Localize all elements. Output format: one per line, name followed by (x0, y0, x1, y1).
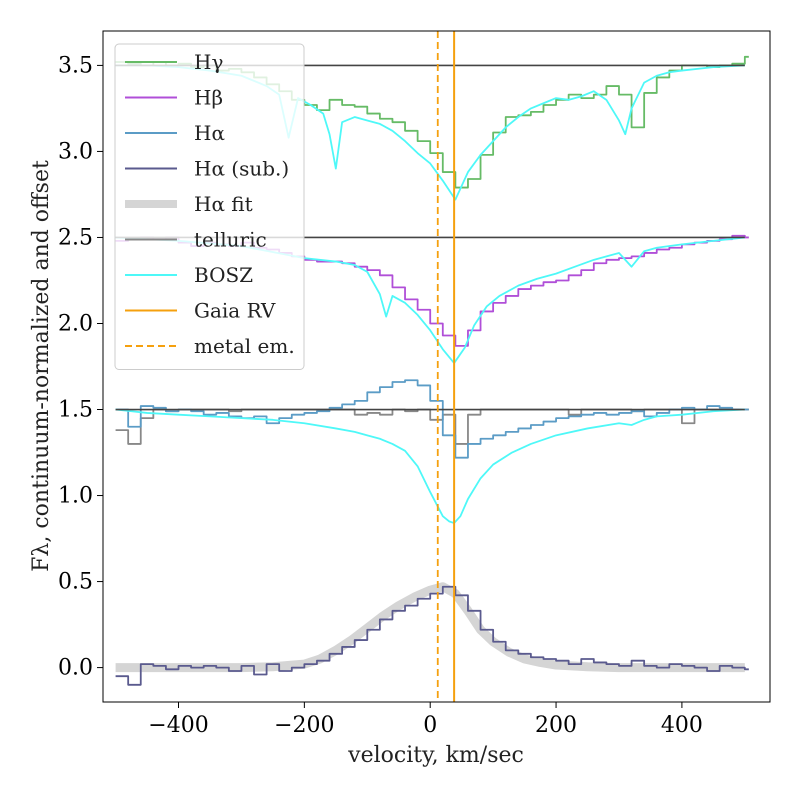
legend-label-6: BOSZ (194, 263, 253, 287)
legend-box (114, 43, 305, 370)
legend-label-7: Gaia RV (194, 299, 276, 323)
y-tick-label: 0.5 (58, 570, 93, 595)
y-tick-label: 1.5 (58, 398, 93, 423)
x-tick-label: 400 (661, 713, 703, 738)
series-bosz-8 (115, 408, 745, 524)
axis-ticks: −400 −200 0 200 400 0.0 0.5 1.0 1.5 2.0 2.5 3.0 3.5 (58, 53, 703, 738)
series-halpha_sub-3 (115, 585, 749, 686)
y-tick-label: 2.5 (58, 225, 93, 250)
legend-label-4: Hα fit (194, 192, 253, 216)
x-axis-label: velocity, km/sec (347, 743, 524, 768)
legend-label-3: Hα (sub.) (194, 157, 289, 181)
series-bosz-7 (115, 236, 745, 364)
y-tick-label: 1.0 (58, 484, 93, 509)
x-tick-label: −400 (148, 713, 208, 738)
legend-label-8: metal em. (194, 334, 295, 358)
y-axis-label: Fλ, continuum-normalized and offset (29, 160, 54, 572)
legend-label-1: Hβ (194, 86, 223, 110)
series-halpha_fit-0 (115, 582, 745, 673)
legend-label-2: Hα (194, 121, 225, 145)
legend-label-5: telluric (194, 228, 267, 252)
plot-frame (102, 30, 771, 703)
x-tick-label: 200 (535, 713, 577, 738)
legend: Hγ Hβ Hα Hα (sub.) Hα fit telluric BOSZ Gaia RV… (114, 43, 305, 370)
x-tick-label: −200 (274, 713, 334, 738)
y-tick-label: 0.0 (58, 656, 93, 681)
series-halpha-2 (115, 379, 749, 459)
y-tick-label: 3.5 (58, 53, 93, 78)
y-tick-label: 2.0 (58, 311, 93, 336)
y-tick-label: 3.0 (58, 139, 93, 164)
x-tick-label: 0 (423, 713, 437, 738)
legend-label-0: Hγ (194, 50, 223, 74)
